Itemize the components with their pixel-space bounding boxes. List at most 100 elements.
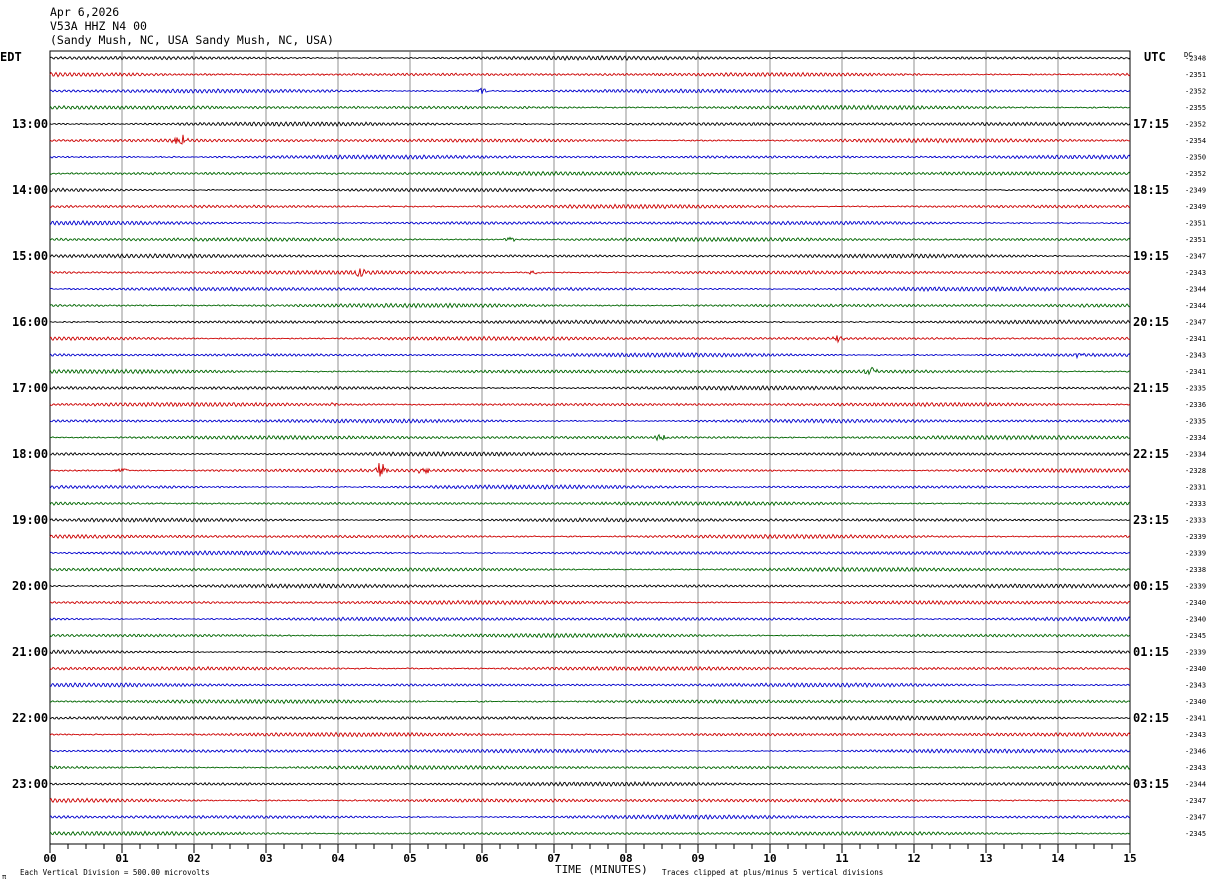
trace-line: [49, 55, 1131, 62]
left-hour-label: 22:00: [12, 711, 48, 725]
left-hour-label: 23:00: [12, 777, 48, 791]
dc-offset-label: -2340: [1185, 599, 1206, 607]
trace-line: [49, 797, 1131, 804]
dc-offset-label: -2335: [1185, 418, 1206, 426]
clipping-note: Traces clipped at plus/minus 5 vertical …: [662, 868, 883, 877]
dc-offset-label: -2343: [1185, 764, 1206, 772]
trace-line: [49, 104, 1131, 111]
x-tick-label: 14: [1051, 852, 1065, 865]
x-axis-ticks: [49, 844, 1131, 853]
x-tick-label: 01: [115, 852, 129, 865]
trace-line: [49, 71, 1131, 78]
dc-offset-label: -2344: [1185, 286, 1206, 294]
dc-offset-label: -2347: [1185, 797, 1206, 805]
x-tick-label: 04: [331, 852, 345, 865]
right-hour-label: 00:15: [1133, 579, 1169, 593]
dc-offset-label: -2341: [1185, 715, 1206, 723]
dc-offset-label: -2352: [1185, 88, 1206, 96]
right-hour-label: 20:15: [1133, 315, 1169, 329]
left-hour-label: 13:00: [12, 117, 48, 131]
left-hour-label: 15:00: [12, 249, 48, 263]
x-axis-title: TIME (MINUTES): [555, 863, 648, 876]
trace-line: [49, 154, 1131, 161]
right-hour-label: 03:15: [1133, 777, 1169, 791]
trace-line: [49, 366, 1131, 376]
right-hour-label: 23:15: [1133, 513, 1169, 527]
left-timezone-label: EDT: [0, 50, 22, 64]
plot-frame: [49, 50, 1131, 845]
left-hour-label: 21:00: [12, 645, 48, 659]
trace-line: [49, 500, 1131, 507]
dc-offset-label: -2345: [1185, 830, 1206, 838]
dc-offset-label: -2352: [1185, 170, 1206, 178]
trace-line: [49, 418, 1131, 424]
dc-offset-label: -2333: [1185, 517, 1206, 525]
trace-line: [49, 219, 1131, 226]
trace-line: [49, 780, 1131, 787]
trace-line: [49, 582, 1131, 590]
dc-offset-label: -2331: [1185, 484, 1206, 492]
trace-line: [49, 715, 1131, 722]
right-hour-label: 18:15: [1133, 183, 1169, 197]
trace-line: [49, 87, 1131, 95]
trace-line: [49, 533, 1131, 540]
left-hour-label: 20:00: [12, 579, 48, 593]
x-tick-label: 02: [187, 852, 200, 865]
station-location: (Sandy Mush, NC, USA Sandy Mush, NC, USA…: [50, 33, 334, 47]
trace-line: [49, 401, 1131, 408]
trace-line: [49, 351, 1131, 360]
left-hour-label: 17:00: [12, 381, 48, 395]
x-tick-label: 00: [43, 852, 56, 865]
dc-offset-label: -2339: [1185, 583, 1206, 591]
minute-gridlines: [121, 51, 1059, 844]
dc-offset-label: -2339: [1185, 550, 1206, 558]
dc-offset-label: -2341: [1185, 335, 1206, 343]
record-date: Apr 6,2026: [50, 5, 120, 19]
x-tick-label: 09: [691, 852, 704, 865]
dc-offset-label: -2350: [1185, 154, 1206, 162]
trace-line: [49, 748, 1131, 754]
right-hour-label: 21:15: [1133, 381, 1169, 395]
right-hour-label: 17:15: [1133, 117, 1169, 131]
dc-offset-label: -2347: [1185, 253, 1206, 261]
axis-labels: EDT UTC DC TIME (MINUTES) Each Vertical …: [0, 50, 1206, 881]
dc-offset-label: -2339: [1185, 649, 1206, 657]
trace-line: [49, 253, 1131, 260]
trace-line: [49, 187, 1131, 193]
trace-line: [49, 665, 1131, 672]
dc-offset-label: -2352: [1185, 121, 1206, 129]
x-tick-label: 10: [763, 852, 776, 865]
trace-line: [49, 813, 1131, 821]
dc-offset-label: -2348: [1185, 55, 1206, 63]
trace-line: [49, 682, 1131, 689]
dc-offset-label: -2333: [1185, 500, 1206, 508]
trace-line: [49, 484, 1131, 490]
x-tick-label: 03: [259, 852, 272, 865]
dc-offset-label: -2347: [1185, 319, 1206, 327]
dc-offset-label: -2347: [1185, 814, 1206, 822]
trace-line: [49, 203, 1131, 210]
dc-offset-label: -2335: [1185, 385, 1206, 393]
trace-line: [49, 121, 1131, 128]
right-hour-label: 19:15: [1133, 249, 1169, 263]
dc-offset-label: -2351: [1185, 236, 1206, 244]
trace-line: [49, 599, 1131, 606]
trace-line: [50, 698, 1131, 705]
left-hour-label: 16:00: [12, 315, 48, 329]
x-tick-label: 05: [403, 852, 416, 865]
x-tick-label: 12: [907, 852, 920, 865]
seismic-traces: [49, 55, 1131, 837]
trace-line: [49, 649, 1131, 655]
dc-offset-label: -2344: [1185, 781, 1206, 789]
dc-offset-label: -2341: [1185, 368, 1206, 376]
dc-offset-label: -2340: [1185, 665, 1206, 673]
dc-offset-label: -2343: [1185, 682, 1206, 690]
x-tick-label: 07: [547, 852, 560, 865]
x-tick-label: 13: [979, 852, 992, 865]
trace-line: [49, 616, 1131, 622]
trace-line: [49, 731, 1131, 738]
trace-line: [49, 450, 1131, 457]
dc-offset-label: -2354: [1185, 137, 1206, 145]
station-code: V53A HHZ N4 00: [50, 19, 147, 33]
